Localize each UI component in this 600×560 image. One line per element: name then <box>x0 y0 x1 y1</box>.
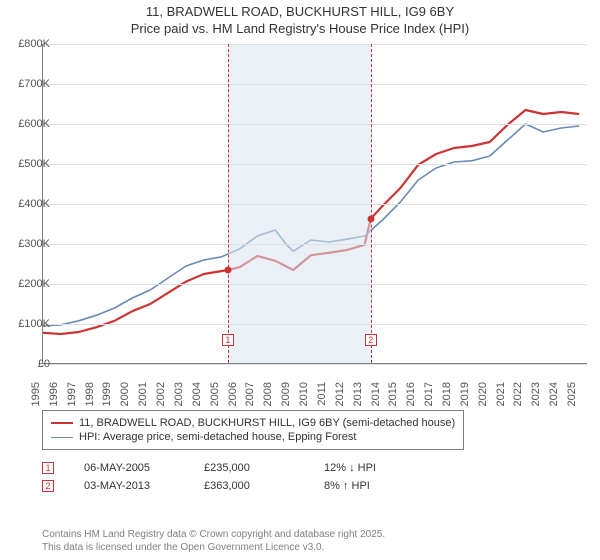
xtick-label: 1998 <box>84 382 96 406</box>
xtick-label: 2002 <box>155 382 167 406</box>
xtick-label: 2024 <box>548 382 560 406</box>
xtick-label: 2021 <box>495 382 507 406</box>
sale-delta-2: 8% ↑ HPI <box>324 480 414 492</box>
xtick-label: 2020 <box>477 382 489 406</box>
xtick-label: 2000 <box>119 382 131 406</box>
xtick-label: 1995 <box>30 382 42 406</box>
sale-date-2: 03-MAY-2013 <box>84 480 174 492</box>
gridline-h <box>43 364 587 365</box>
xtick-label: 2008 <box>262 382 274 406</box>
sale-marker-1: 1 <box>42 462 54 474</box>
xtick-label: 2013 <box>352 382 364 406</box>
sale-dot <box>224 267 231 274</box>
title-line-1: 11, BRADWELL ROAD, BUCKHURST HILL, IG9 6… <box>0 4 600 21</box>
xtick-label: 2006 <box>227 382 239 406</box>
sale-price-1: £235,000 <box>204 462 294 474</box>
xtick-label: 2004 <box>191 382 203 406</box>
xtick-label: 2012 <box>334 382 346 406</box>
xtick-label: 2010 <box>298 382 310 406</box>
legend-label-price-paid: 11, BRADWELL ROAD, BUCKHURST HILL, IG9 6… <box>79 417 455 429</box>
footer-line-2: This data is licensed under the Open Gov… <box>42 541 385 554</box>
title-line-2: Price paid vs. HM Land Registry's House … <box>0 21 600 38</box>
sale-delta-1: 12% ↓ HPI <box>324 462 414 474</box>
title-block: 11, BRADWELL ROAD, BUCKHURST HILL, IG9 6… <box>0 0 600 38</box>
xtick-label: 2025 <box>566 382 578 406</box>
sale-row-1: 1 06-MAY-2005 £235,000 12% ↓ HPI <box>42 462 414 474</box>
xtick-label: 2018 <box>441 382 453 406</box>
footer-attribution: Contains HM Land Registry data © Crown c… <box>42 528 385 554</box>
xtick-label: 2017 <box>423 382 435 406</box>
xtick-label: 2016 <box>405 382 417 406</box>
legend-swatch-price-paid <box>51 422 73 424</box>
event-line <box>228 44 229 363</box>
footer-line-1: Contains HM Land Registry data © Crown c… <box>42 528 385 541</box>
sale-row-2: 2 03-MAY-2013 £363,000 8% ↑ HPI <box>42 480 414 492</box>
xtick-label: 2009 <box>280 382 292 406</box>
ytick-label: £600K <box>5 118 50 130</box>
xtick-label: 1999 <box>101 382 113 406</box>
legend-item-hpi: HPI: Average price, semi-detached house,… <box>51 431 455 443</box>
legend-item-price-paid: 11, BRADWELL ROAD, BUCKHURST HILL, IG9 6… <box>51 417 455 429</box>
sale-date-1: 06-MAY-2005 <box>84 462 174 474</box>
xtick-label: 2022 <box>512 382 524 406</box>
event-marker-1: 1 <box>222 334 234 346</box>
sale-events-table: 1 06-MAY-2005 £235,000 12% ↓ HPI 2 03-MA… <box>42 462 414 498</box>
sale-dot <box>367 215 374 222</box>
xtick-label: 2007 <box>244 382 256 406</box>
sale-marker-2: 2 <box>42 480 54 492</box>
chart-plot-area: 12 <box>42 44 587 364</box>
xtick-label: 1996 <box>48 382 60 406</box>
xtick-label: 2005 <box>209 382 221 406</box>
event-marker-2: 2 <box>365 334 377 346</box>
xtick-label: 2001 <box>137 382 149 406</box>
ytick-label: £800K <box>5 38 50 50</box>
legend-swatch-hpi <box>51 437 73 438</box>
xtick-label: 1997 <box>66 382 78 406</box>
ytick-label: £200K <box>5 278 50 290</box>
ytick-label: £400K <box>5 198 50 210</box>
event-line <box>371 44 372 363</box>
ytick-label: £500K <box>5 158 50 170</box>
xtick-label: 2011 <box>316 382 328 406</box>
ytick-label: £300K <box>5 238 50 250</box>
interval-shade <box>228 44 371 363</box>
legend-box: 11, BRADWELL ROAD, BUCKHURST HILL, IG9 6… <box>42 410 464 450</box>
chart-container: 11, BRADWELL ROAD, BUCKHURST HILL, IG9 6… <box>0 0 600 560</box>
legend-label-hpi: HPI: Average price, semi-detached house,… <box>79 431 356 443</box>
ytick-label: £100K <box>5 318 50 330</box>
sale-price-2: £363,000 <box>204 480 294 492</box>
xtick-label: 2015 <box>387 382 399 406</box>
ytick-label: £0 <box>5 358 50 370</box>
xtick-label: 2019 <box>459 382 471 406</box>
xtick-label: 2003 <box>173 382 185 406</box>
xtick-label: 2014 <box>370 382 382 406</box>
xtick-label: 2023 <box>530 382 542 406</box>
ytick-label: £700K <box>5 78 50 90</box>
